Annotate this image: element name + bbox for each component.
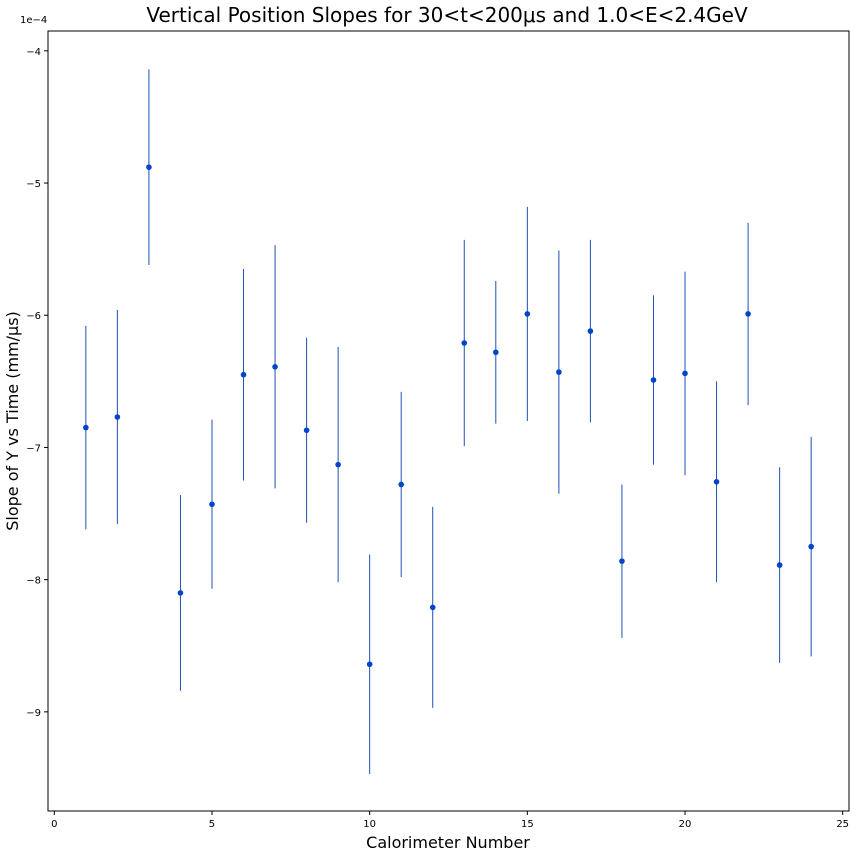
data-point bbox=[524, 311, 531, 317]
data-point bbox=[209, 501, 215, 508]
data-points bbox=[83, 164, 814, 668]
y-tick-label: −8 bbox=[26, 576, 41, 587]
y-axis: −9 −8 −7 −6 −5 −4 bbox=[26, 47, 48, 719]
data-point bbox=[83, 424, 89, 431]
data-point bbox=[177, 590, 184, 596]
x-tick-label: 0 bbox=[51, 819, 57, 830]
x-tick-label: 25 bbox=[836, 819, 849, 830]
data-point bbox=[429, 604, 436, 611]
y-axis-label: Slope of Y vs Time (mm/μs) bbox=[3, 311, 22, 531]
data-point bbox=[713, 479, 720, 485]
y-tick-label: −5 bbox=[26, 179, 41, 190]
data-point bbox=[587, 328, 594, 334]
y-tick-label: −6 bbox=[26, 311, 41, 322]
data-point bbox=[272, 363, 278, 370]
y-tick-label: −9 bbox=[26, 708, 41, 719]
error-bars bbox=[85, 69, 812, 774]
x-tick-label: 15 bbox=[521, 819, 534, 830]
data-point bbox=[240, 371, 247, 378]
data-point bbox=[335, 461, 341, 468]
data-point bbox=[619, 558, 625, 564]
y-axis-offset-label: 1e−4 bbox=[20, 15, 47, 26]
data-point bbox=[146, 164, 152, 170]
data-point bbox=[461, 340, 468, 346]
x-tick-label: 5 bbox=[209, 819, 215, 830]
x-tick-label: 20 bbox=[679, 819, 692, 830]
data-point bbox=[366, 661, 373, 668]
x-axis: 0 5 10 15 20 25 bbox=[51, 811, 849, 830]
data-point bbox=[745, 311, 751, 317]
data-point bbox=[303, 427, 310, 434]
data-point bbox=[682, 370, 688, 377]
data-point bbox=[493, 349, 499, 356]
y-tick-label: −7 bbox=[26, 443, 41, 454]
data-point bbox=[776, 562, 783, 568]
data-point bbox=[650, 377, 657, 383]
data-point bbox=[114, 414, 121, 420]
chart-title: Vertical Position Slopes for 30<t<200μs … bbox=[146, 3, 748, 27]
data-point bbox=[808, 543, 814, 550]
data-point bbox=[556, 369, 562, 375]
plot-frame bbox=[47, 30, 850, 812]
x-axis-label: Calorimeter Number bbox=[366, 833, 530, 852]
y-tick-label: −4 bbox=[26, 47, 41, 58]
x-tick-label: 10 bbox=[363, 819, 376, 830]
data-point bbox=[398, 481, 404, 488]
